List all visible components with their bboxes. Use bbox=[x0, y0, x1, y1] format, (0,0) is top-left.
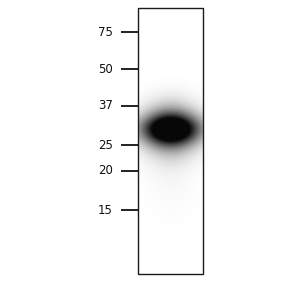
Text: 20: 20 bbox=[98, 164, 113, 177]
Text: 75: 75 bbox=[98, 26, 113, 39]
Text: 25: 25 bbox=[98, 139, 113, 152]
Text: 50: 50 bbox=[98, 63, 113, 76]
Bar bbox=[138, 8, 203, 274]
Text: 37: 37 bbox=[98, 99, 113, 112]
Text: 15: 15 bbox=[98, 204, 113, 217]
